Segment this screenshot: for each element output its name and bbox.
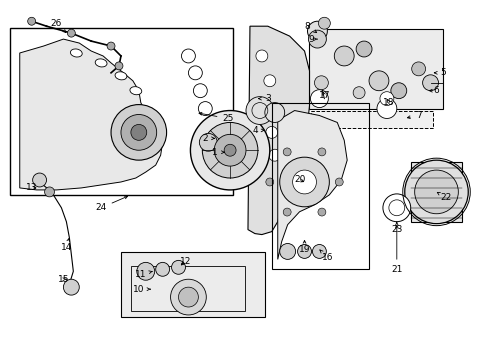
Text: 22: 22 [436, 192, 451, 202]
Text: 10: 10 [133, 285, 150, 294]
Circle shape [245, 96, 273, 125]
Text: 2: 2 [202, 134, 214, 143]
Text: 9: 9 [308, 35, 317, 44]
Text: 20: 20 [293, 175, 305, 184]
Circle shape [178, 287, 198, 307]
Circle shape [199, 133, 217, 151]
Circle shape [268, 149, 280, 161]
Text: 12: 12 [180, 257, 191, 266]
Circle shape [181, 49, 195, 63]
Circle shape [314, 76, 327, 90]
Text: 4: 4 [252, 126, 264, 135]
Text: 21: 21 [390, 225, 402, 274]
Circle shape [137, 262, 154, 280]
Polygon shape [277, 111, 346, 260]
Text: 18: 18 [382, 98, 394, 107]
Circle shape [283, 148, 290, 156]
Circle shape [317, 208, 325, 216]
Circle shape [292, 170, 316, 194]
Bar [309, 29, 443, 109]
Circle shape [376, 99, 396, 118]
Text: 23: 23 [390, 222, 402, 234]
Circle shape [190, 111, 269, 190]
Text: 6: 6 [428, 86, 439, 95]
Circle shape [44, 187, 54, 197]
Circle shape [265, 178, 273, 186]
Circle shape [411, 62, 425, 76]
Circle shape [379, 92, 393, 105]
Circle shape [63, 279, 79, 295]
Circle shape [308, 30, 325, 48]
Polygon shape [20, 39, 163, 190]
Circle shape [258, 100, 270, 112]
Circle shape [335, 178, 343, 186]
Circle shape [202, 122, 257, 178]
Circle shape [422, 75, 438, 91]
Text: 14: 14 [61, 238, 72, 252]
Text: 8: 8 [304, 22, 316, 33]
Text: 11: 11 [135, 270, 152, 279]
Bar [311, 111, 432, 129]
Text: 16: 16 [319, 250, 332, 262]
Circle shape [265, 126, 277, 138]
Bar [10, 28, 233, 195]
Text: 24: 24 [95, 196, 127, 212]
Bar [131, 266, 244, 311]
Text: 3: 3 [258, 94, 270, 103]
Circle shape [404, 160, 468, 224]
Circle shape [279, 157, 328, 207]
Circle shape [171, 260, 185, 274]
Circle shape [107, 42, 115, 50]
Circle shape [188, 66, 202, 80]
Circle shape [111, 105, 166, 160]
Circle shape [170, 279, 206, 315]
Circle shape [312, 244, 325, 258]
Ellipse shape [70, 49, 82, 57]
Circle shape [355, 41, 371, 57]
Text: 19: 19 [298, 240, 310, 254]
Circle shape [283, 208, 290, 216]
Text: 26: 26 [51, 19, 66, 33]
Circle shape [155, 262, 169, 276]
Text: 1: 1 [212, 148, 224, 157]
Circle shape [214, 134, 245, 166]
Circle shape [390, 83, 406, 99]
Circle shape [67, 29, 75, 37]
Circle shape [317, 148, 325, 156]
Circle shape [28, 17, 36, 25]
Circle shape [255, 50, 267, 62]
Circle shape [115, 62, 122, 70]
Text: 13: 13 [26, 184, 37, 193]
Ellipse shape [115, 72, 126, 80]
Text: 7: 7 [407, 111, 421, 120]
Circle shape [224, 144, 236, 156]
Circle shape [198, 102, 212, 116]
Bar [271, 103, 368, 269]
Circle shape [318, 17, 330, 29]
Ellipse shape [130, 87, 142, 95]
Bar [410, 162, 461, 222]
Circle shape [334, 46, 353, 66]
Circle shape [264, 103, 284, 122]
Text: 5: 5 [433, 68, 446, 77]
Circle shape [121, 114, 156, 150]
Circle shape [414, 170, 457, 214]
Circle shape [310, 90, 327, 108]
Bar [121, 252, 264, 317]
Ellipse shape [95, 59, 107, 67]
Circle shape [33, 173, 46, 187]
Circle shape [297, 244, 311, 258]
Polygon shape [247, 26, 309, 235]
Text: 25: 25 [199, 112, 233, 123]
Circle shape [131, 125, 146, 140]
Circle shape [193, 84, 207, 98]
Text: 15: 15 [58, 275, 69, 284]
Circle shape [279, 243, 295, 260]
Circle shape [264, 75, 275, 87]
Circle shape [352, 87, 365, 99]
Text: 17: 17 [318, 91, 329, 100]
Circle shape [382, 194, 410, 222]
Circle shape [368, 71, 388, 91]
Circle shape [307, 21, 326, 41]
